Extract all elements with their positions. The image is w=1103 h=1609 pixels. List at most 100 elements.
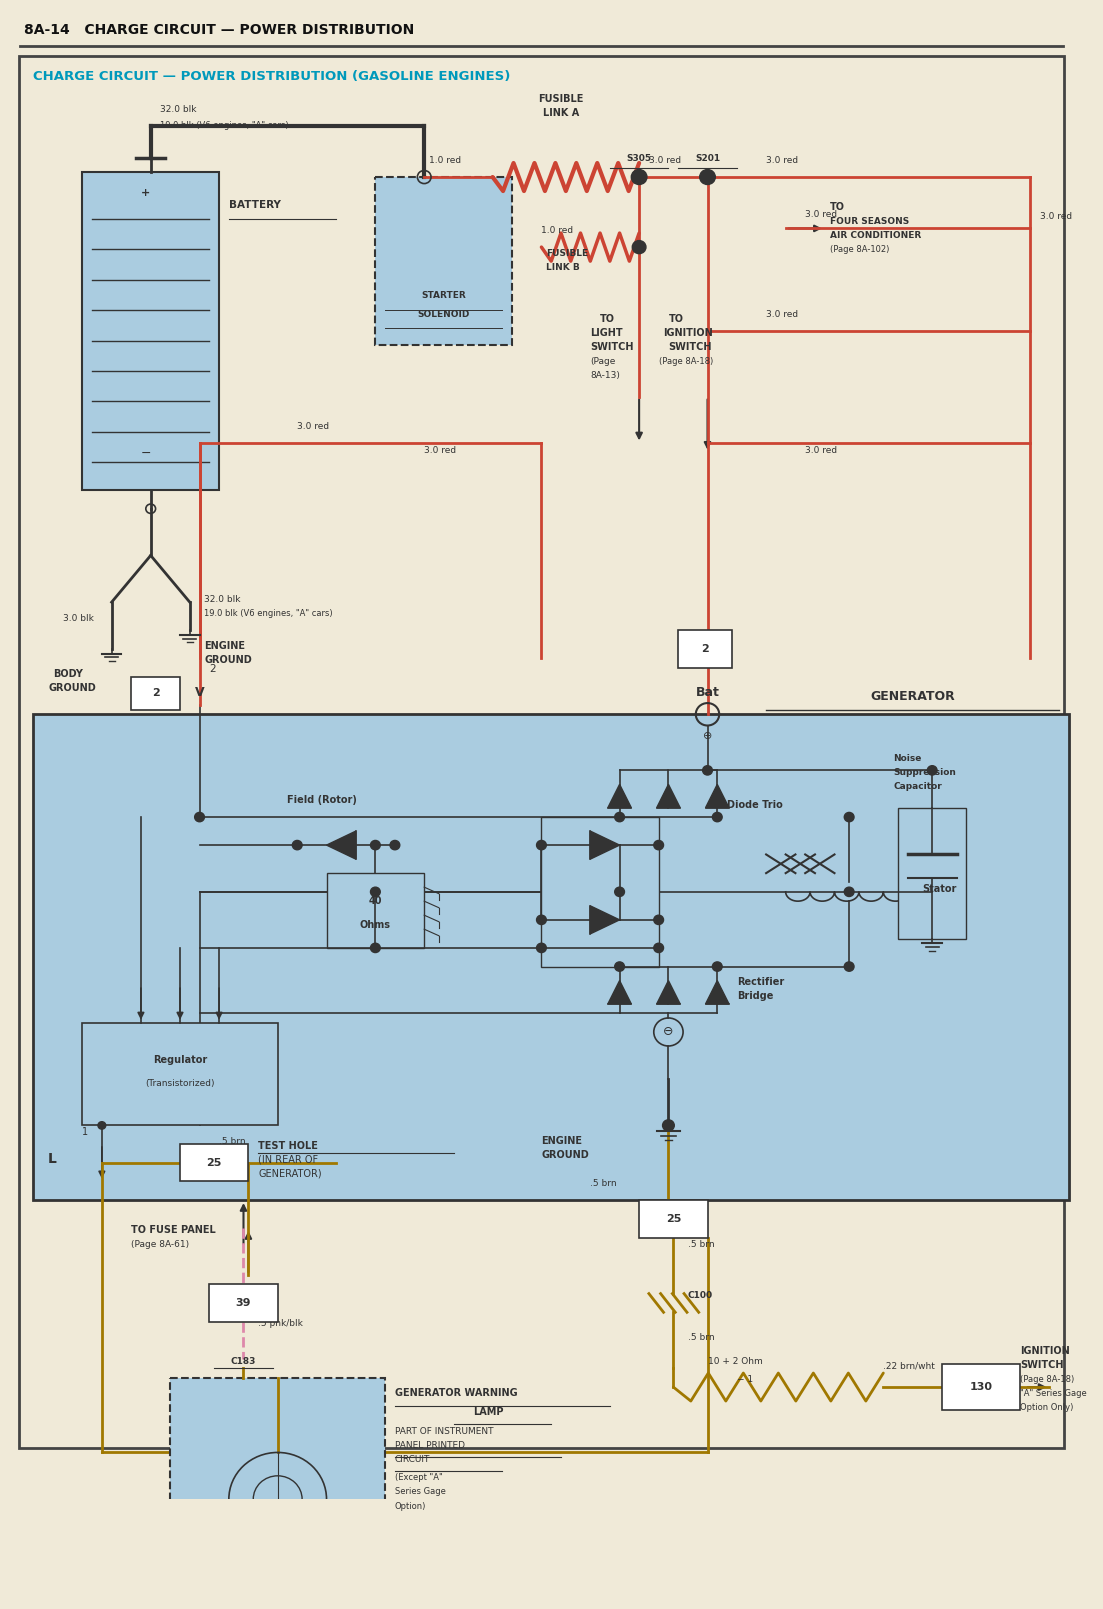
Text: BATTERY: BATTERY [228,201,281,211]
Circle shape [654,916,664,925]
Text: (Except "A": (Except "A" [395,1474,442,1482]
Text: Option Only): Option Only) [1020,1403,1073,1413]
Text: 3.0 red: 3.0 red [297,422,330,431]
Bar [190,1603,258,1609]
Text: FUSIBLE: FUSIBLE [538,95,583,105]
Bar [678,631,732,668]
Circle shape [536,840,546,850]
Text: LIGHT: LIGHT [590,328,623,338]
Circle shape [844,813,854,822]
Text: 130: 130 [970,1382,993,1392]
Circle shape [614,887,624,896]
Text: Option): Option) [395,1501,426,1511]
Text: ENGINE: ENGINE [204,640,246,652]
Text: Field (Rotor): Field (Rotor) [288,795,357,804]
Text: TO: TO [829,201,845,212]
Bar [33,714,1069,1200]
Text: Diode Trio: Diode Trio [727,800,783,809]
Text: S305: S305 [627,154,652,163]
Text: CIRCUIT: CIRCUIT [395,1455,430,1464]
Text: GENERATOR WARNING: GENERATOR WARNING [395,1389,517,1398]
Text: 32.0 blk: 32.0 blk [160,105,197,114]
Text: Bat: Bat [696,685,719,698]
Text: Suppression: Suppression [893,767,956,777]
Text: .5 brn: .5 brn [590,1179,617,1187]
Circle shape [703,766,713,776]
Text: (Page: (Page [590,357,615,365]
Text: GROUND: GROUND [542,1150,589,1160]
Polygon shape [656,980,681,1004]
Text: 10 + 2 Ohm: 10 + 2 Ohm [707,1356,762,1366]
Text: 1: 1 [83,1126,88,1138]
Bar [83,1023,278,1125]
Text: TO: TO [668,314,684,323]
Circle shape [390,840,399,850]
Text: 2: 2 [702,644,709,653]
Text: Bridge: Bridge [737,991,773,1001]
Text: SOLENOID: SOLENOID [418,311,470,319]
Polygon shape [326,832,356,859]
Text: TO: TO [600,314,615,323]
Polygon shape [608,784,631,808]
Text: Stator: Stator [922,883,956,895]
Text: "A" Series Gage: "A" Series Gage [1020,1390,1086,1398]
Text: FOUR SEASONS: FOUR SEASONS [829,217,909,225]
Text: (IN REAR OF: (IN REAR OF [258,1155,319,1165]
Text: 8A-14   CHARGE CIRCUIT — POWER DISTRIBUTION: 8A-14 CHARGE CIRCUIT — POWER DISTRIBUTIO… [23,23,414,37]
Circle shape [614,962,624,972]
Text: Capacitor: Capacitor [893,782,942,792]
Bar [375,177,512,346]
Text: IGNITION: IGNITION [1020,1347,1070,1356]
Text: 19.0 blk (V6 engines, "A" cars): 19.0 blk (V6 engines, "A" cars) [204,610,333,618]
Text: Rectifier: Rectifier [737,977,784,988]
Circle shape [844,962,854,972]
Text: .22 brn/wht: .22 brn/wht [884,1361,935,1371]
Text: 3.0 red: 3.0 red [1040,212,1072,220]
Text: (Page 8A-102): (Page 8A-102) [829,245,889,254]
Circle shape [713,813,722,822]
Bar [170,1377,385,1583]
Polygon shape [608,980,631,1004]
Polygon shape [656,784,681,808]
Text: 19.0 blk (V6 engines, "A" cars): 19.0 blk (V6 engines, "A" cars) [160,121,289,129]
Bar [898,808,966,938]
Circle shape [844,887,854,896]
Text: SWITCH: SWITCH [1020,1360,1063,1371]
Text: 25: 25 [206,1158,222,1168]
Text: ⊖: ⊖ [663,1025,674,1038]
Text: 25: 25 [665,1213,681,1224]
Circle shape [928,766,938,776]
Text: 3.0 red: 3.0 red [767,311,799,319]
Circle shape [654,840,664,850]
Text: SWITCH: SWITCH [590,341,634,352]
Text: 3.0 red: 3.0 red [649,156,681,166]
Text: TO FUSE PANEL: TO FUSE PANEL [131,1224,216,1234]
Text: (Page 8A-61): (Page 8A-61) [131,1241,190,1249]
Text: IGNITION: IGNITION [664,328,714,338]
Text: GENERATOR): GENERATOR) [258,1168,322,1179]
Circle shape [663,1120,674,1131]
Bar [83,172,219,491]
Circle shape [699,169,716,185]
Circle shape [98,1121,106,1130]
Circle shape [536,943,546,953]
Text: ⊕: ⊕ [703,730,713,742]
Text: −: − [141,447,151,460]
Text: 32.0 blk: 32.0 blk [204,595,240,603]
Text: 2: 2 [152,689,160,698]
Text: ENGINE: ENGINE [542,1136,582,1146]
Circle shape [632,241,646,254]
Circle shape [371,840,381,850]
Text: GROUND: GROUND [49,682,96,693]
Text: 3.0 red: 3.0 red [767,156,799,166]
Text: LINK A: LINK A [543,108,579,119]
Text: (Page 8A-18): (Page 8A-18) [1020,1376,1074,1384]
Text: GENERATOR: GENERATOR [870,690,955,703]
Bar [180,1144,248,1181]
Circle shape [614,813,624,822]
Text: .5 pnk/blk: .5 pnk/blk [258,1319,303,1329]
Circle shape [371,887,381,896]
Text: Series Gage: Series Gage [395,1487,446,1496]
Bar [542,817,658,967]
Polygon shape [706,980,729,1004]
